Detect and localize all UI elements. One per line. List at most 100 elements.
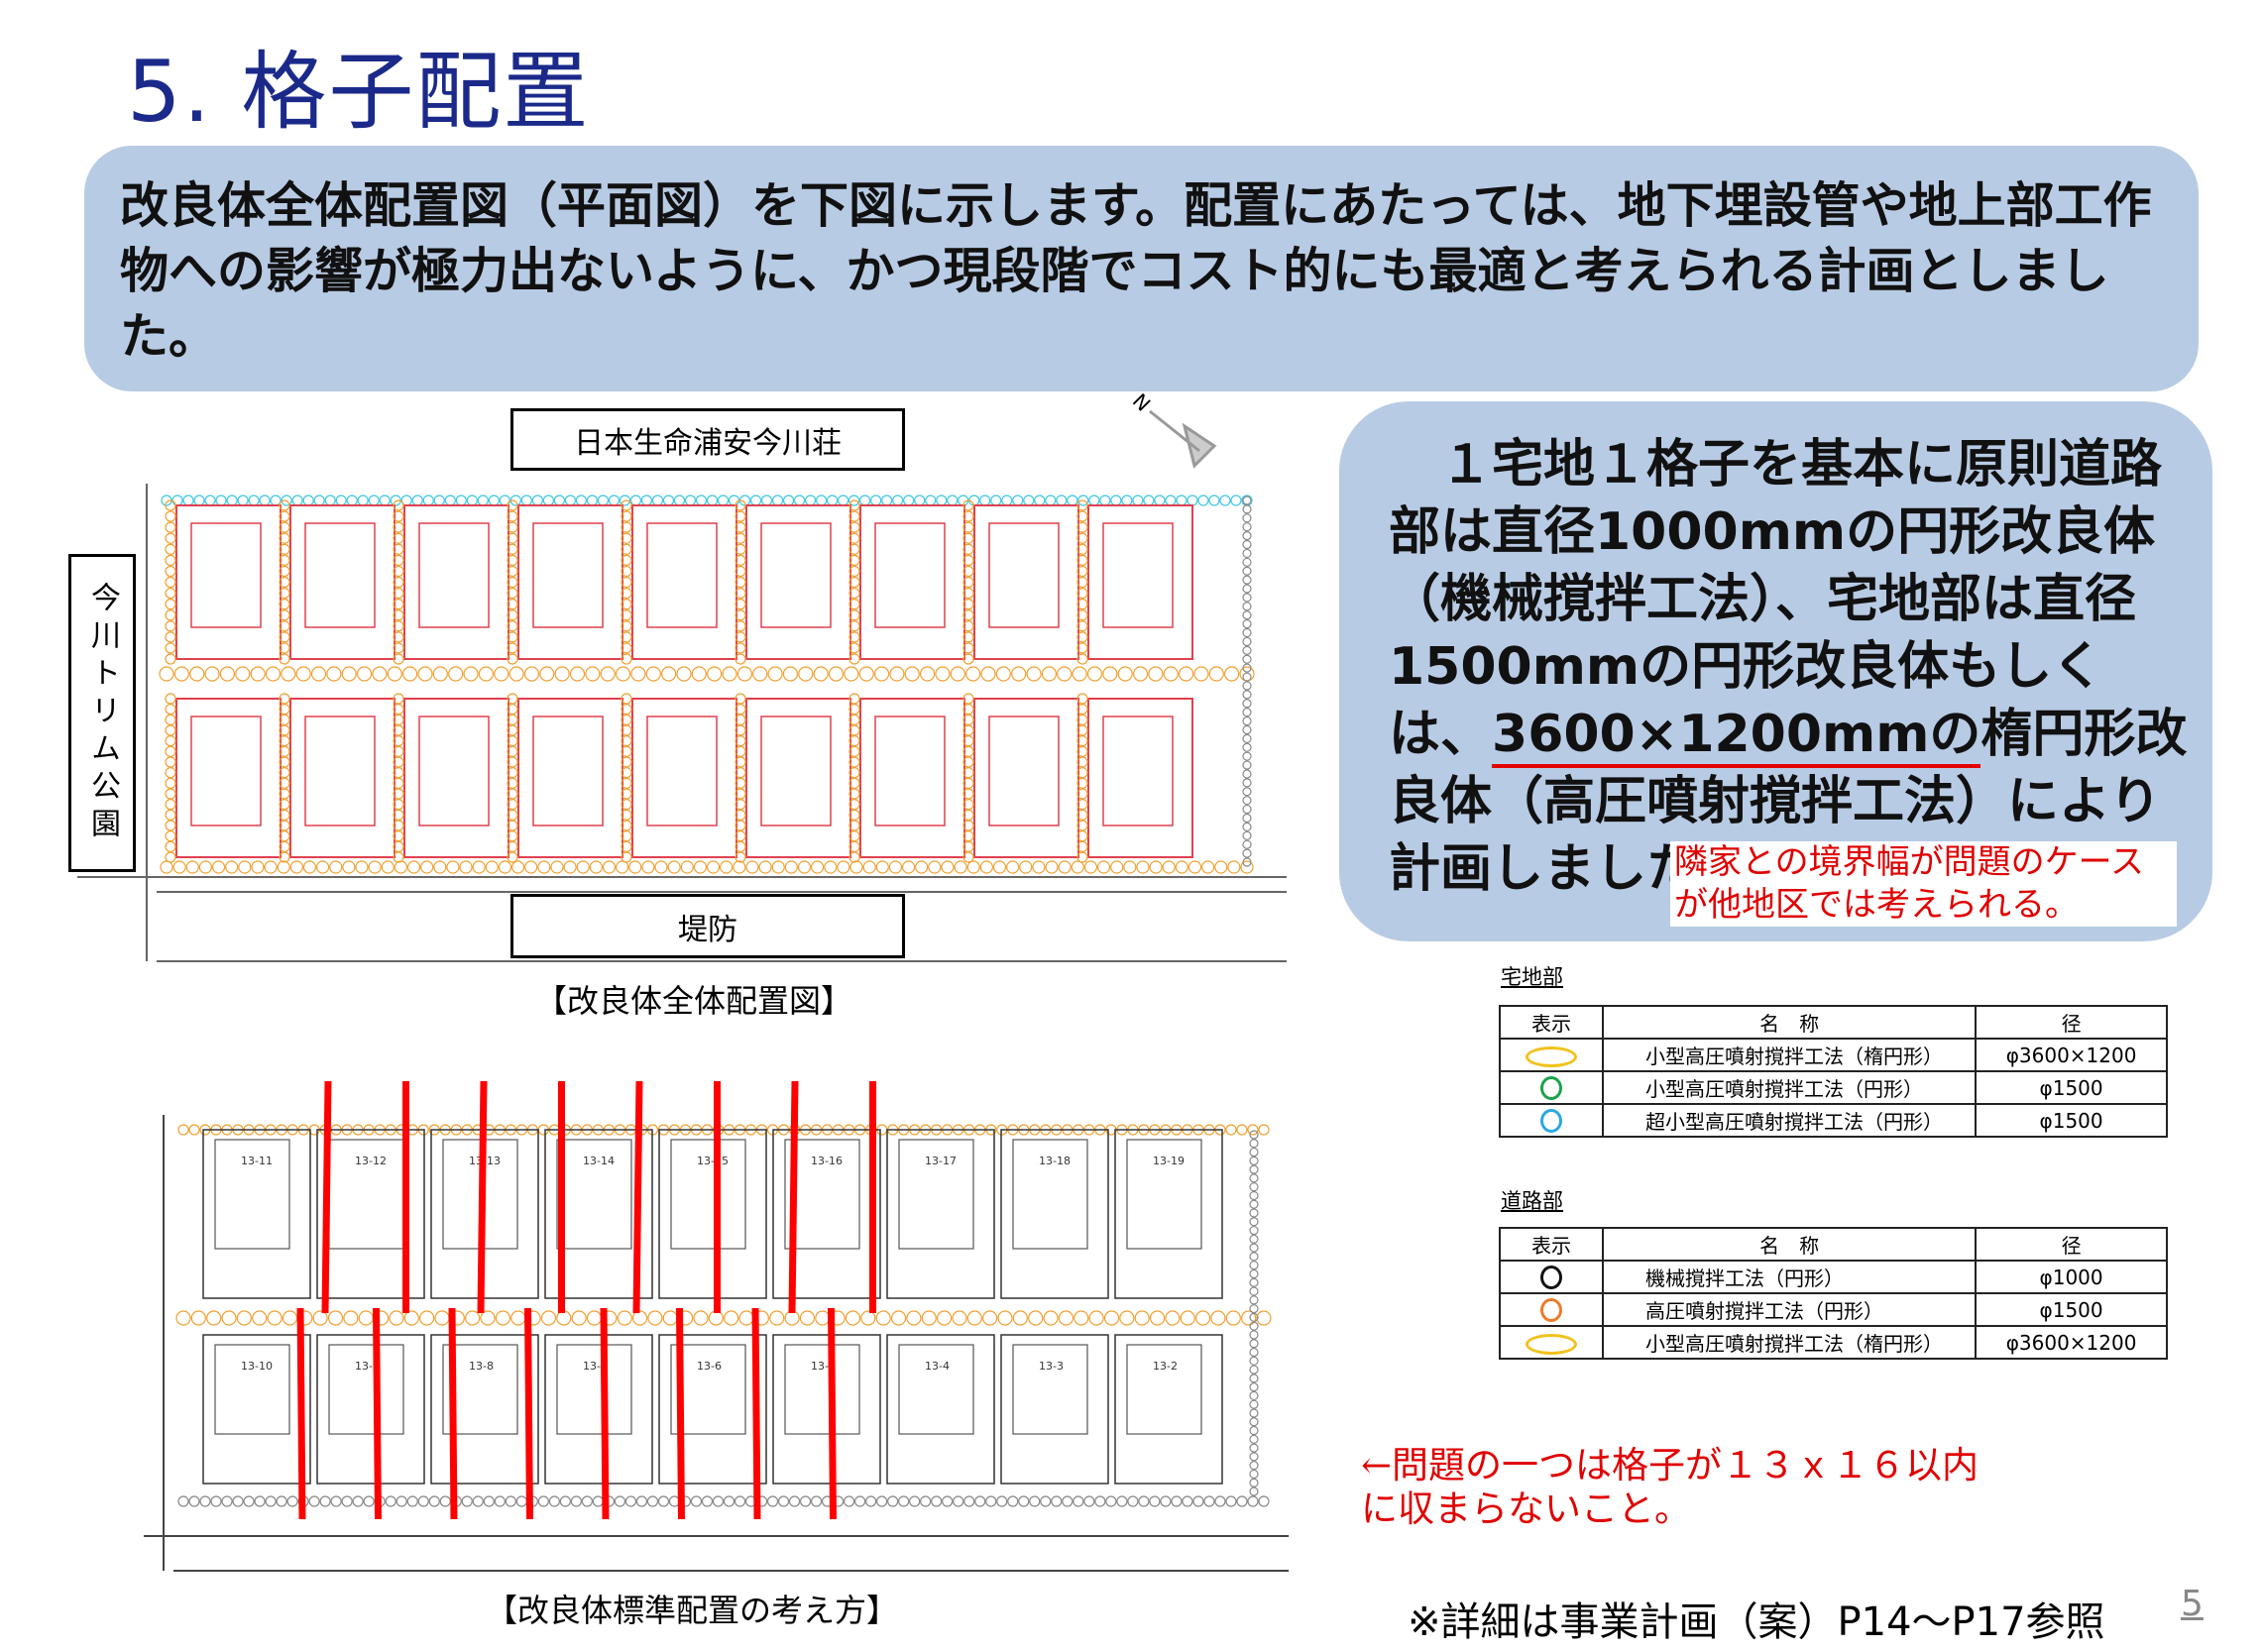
column-marker bbox=[165, 840, 176, 852]
column-marker bbox=[752, 666, 768, 682]
column-marker bbox=[1162, 860, 1176, 874]
column-marker bbox=[962, 840, 974, 852]
lot-outline bbox=[772, 1129, 881, 1299]
column-marker bbox=[315, 860, 330, 874]
column-marker bbox=[758, 860, 772, 874]
column-marker bbox=[848, 599, 860, 610]
house-outline bbox=[874, 716, 946, 826]
column-marker bbox=[1088, 495, 1100, 506]
column-marker bbox=[844, 666, 859, 682]
house-outline bbox=[1126, 1344, 1202, 1435]
column-marker bbox=[1249, 1390, 1259, 1401]
column-marker bbox=[368, 495, 380, 506]
footer-reference: ※詳細は事業計画（案）P14～P17参照 bbox=[1408, 1599, 2105, 1645]
column-marker bbox=[813, 666, 829, 682]
column-marker bbox=[1208, 666, 1224, 682]
column-marker bbox=[279, 587, 290, 600]
column-marker bbox=[1188, 860, 1202, 874]
column-marker bbox=[1056, 495, 1068, 506]
column-marker bbox=[735, 642, 746, 654]
lot-outline bbox=[289, 504, 396, 660]
lot-outline bbox=[316, 1129, 425, 1299]
column-marker bbox=[459, 860, 473, 874]
column-marker bbox=[279, 767, 290, 779]
column-marker bbox=[901, 860, 916, 874]
column-marker bbox=[279, 620, 290, 632]
column-marker bbox=[1076, 756, 1088, 768]
column-marker bbox=[848, 693, 860, 705]
column-marker bbox=[1242, 672, 1252, 682]
column-marker bbox=[1201, 860, 1215, 874]
column-marker bbox=[420, 860, 434, 874]
column-marker bbox=[1242, 787, 1252, 797]
column-marker bbox=[327, 1310, 344, 1326]
column-marker bbox=[485, 860, 499, 874]
column-marker bbox=[1249, 1199, 1259, 1209]
column-marker bbox=[507, 653, 518, 665]
column-marker bbox=[570, 1495, 582, 1507]
column-marker bbox=[439, 1495, 451, 1507]
column-marker bbox=[1242, 548, 1252, 559]
column-marker bbox=[848, 642, 860, 654]
column-marker bbox=[735, 756, 746, 768]
column-marker bbox=[1171, 1495, 1183, 1507]
column-marker bbox=[690, 1495, 703, 1507]
column-marker bbox=[523, 666, 540, 682]
house-outline bbox=[304, 522, 376, 628]
column-marker bbox=[962, 820, 974, 831]
column-marker bbox=[1249, 1277, 1259, 1287]
standard-layout-plan: 13-1113-1213-1313-1413-1513-1613-1713-18… bbox=[144, 1080, 1289, 1572]
column-marker bbox=[165, 521, 176, 533]
column-marker bbox=[254, 1495, 266, 1507]
column-marker bbox=[1076, 510, 1088, 522]
column-marker bbox=[177, 1495, 189, 1507]
legend-header-row: 表示名 称径 bbox=[1499, 1005, 2168, 1040]
column-marker bbox=[735, 745, 746, 757]
column-marker bbox=[997, 1310, 1013, 1326]
column-marker bbox=[586, 495, 598, 506]
column-marker bbox=[793, 495, 806, 506]
lot-outline bbox=[1000, 1334, 1109, 1485]
column-marker bbox=[646, 1495, 659, 1507]
column-marker bbox=[621, 499, 632, 511]
column-marker bbox=[267, 1310, 283, 1326]
column-marker bbox=[728, 495, 740, 506]
column-marker bbox=[507, 693, 518, 705]
column-marker bbox=[165, 532, 176, 544]
grid-boundary-line bbox=[321, 1080, 332, 1314]
column-marker bbox=[1176, 495, 1188, 506]
column-marker bbox=[393, 745, 404, 757]
column-marker bbox=[920, 1495, 932, 1507]
house-outline bbox=[556, 1344, 632, 1435]
column-marker bbox=[524, 860, 538, 874]
column-marker bbox=[531, 495, 543, 506]
column-marker bbox=[507, 735, 518, 747]
lot-outline bbox=[430, 1334, 539, 1485]
column-marker bbox=[712, 1495, 725, 1507]
column-marker bbox=[735, 704, 746, 716]
column-marker bbox=[1076, 554, 1088, 566]
column-marker bbox=[1242, 566, 1252, 576]
column-marker bbox=[190, 1310, 206, 1326]
column-marker bbox=[693, 860, 708, 874]
column-marker bbox=[962, 521, 974, 533]
column-marker bbox=[1076, 767, 1088, 779]
column-marker bbox=[735, 735, 746, 747]
column-marker bbox=[393, 631, 404, 643]
column-marker bbox=[735, 777, 746, 789]
house-outline bbox=[190, 522, 262, 628]
column-marker bbox=[962, 576, 974, 589]
column-marker bbox=[784, 860, 798, 874]
column-marker bbox=[1192, 1495, 1204, 1507]
column-marker bbox=[608, 495, 621, 506]
column-marker bbox=[1242, 496, 1252, 505]
column-marker bbox=[1241, 1310, 1257, 1326]
column-marker bbox=[736, 666, 752, 682]
column-marker bbox=[343, 1310, 359, 1326]
column-marker bbox=[995, 666, 1011, 682]
column-marker bbox=[221, 1310, 237, 1326]
legend-row: 小型高圧噴射撹拌工法（円形） φ1500 bbox=[1499, 1070, 2168, 1105]
column-marker bbox=[1116, 1495, 1128, 1507]
column-marker bbox=[279, 724, 290, 736]
column-marker bbox=[1203, 1495, 1215, 1507]
